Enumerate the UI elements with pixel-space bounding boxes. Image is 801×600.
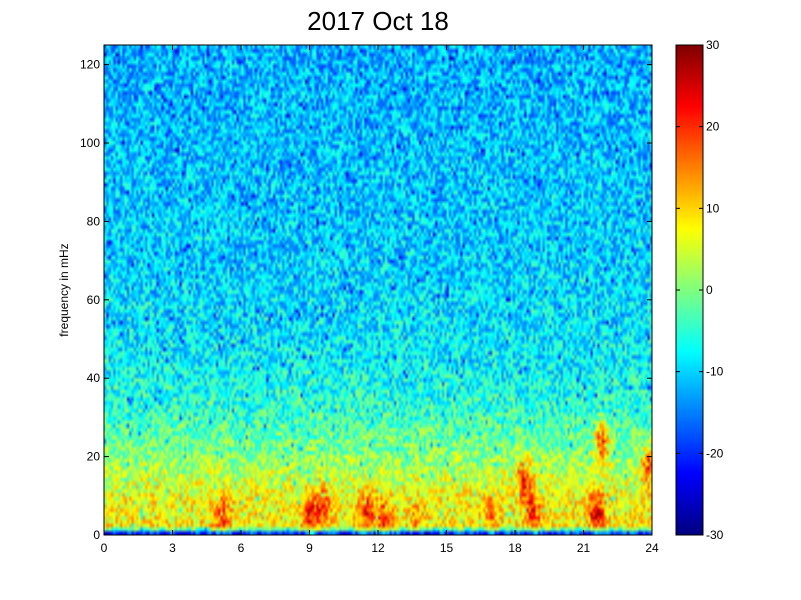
y-tick-label: 40 <box>87 371 101 385</box>
y-tick-label: 100 <box>80 136 100 150</box>
colorbar-tick-label: 30 <box>706 38 720 52</box>
y-axis: 0 20 40 60 80 100 120 <box>80 58 652 542</box>
x-tick-label: 15 <box>440 541 454 555</box>
chart-title: 2017 Oct 18 <box>307 6 449 36</box>
colorbar-tick-label: -10 <box>706 365 724 379</box>
x-axis: 0 3 6 9 12 15 18 21 24 <box>101 45 659 555</box>
x-tick-label: 3 <box>169 541 176 555</box>
colorbar-axis: -30 -20 -10 0 10 20 30 <box>676 38 724 542</box>
y-tick-label: 80 <box>87 214 101 228</box>
x-tick-label: 9 <box>306 541 313 555</box>
y-axis-label: frequency in mHz <box>57 243 71 337</box>
colorbar-tick-label: -20 <box>706 446 724 460</box>
colorbar-tick-label: -30 <box>706 528 724 542</box>
colorbar-tick-label: 20 <box>706 120 720 134</box>
colorbar: -30 -20 -10 0 10 20 30 <box>675 38 724 542</box>
colorbar-tick-label: 0 <box>706 283 713 297</box>
x-tick-label: 0 <box>101 541 108 555</box>
y-tick-label: 20 <box>87 450 101 464</box>
heatmap-image <box>104 45 652 535</box>
y-tick-label: 60 <box>87 293 101 307</box>
x-tick-label: 6 <box>238 541 245 555</box>
plot-area <box>103 44 653 536</box>
colorbar-gradient <box>676 45 703 535</box>
colorbar-tick-label: 10 <box>706 201 720 215</box>
x-tick-label: 21 <box>577 541 591 555</box>
x-tick-label: 18 <box>508 541 522 555</box>
y-tick-label: 0 <box>93 528 100 542</box>
x-tick-label: 12 <box>371 541 385 555</box>
x-tick-label: 24 <box>645 541 659 555</box>
y-tick-label: 120 <box>80 58 100 72</box>
